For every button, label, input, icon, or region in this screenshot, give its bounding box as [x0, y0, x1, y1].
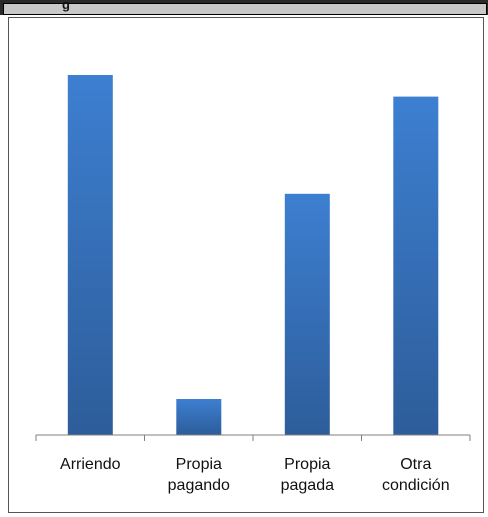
x-tick-label-line: Otra	[400, 456, 431, 473]
x-tick-label-line: Propia	[176, 456, 222, 473]
x-tick-label-2: Propia pagada	[281, 456, 334, 494]
bar-0	[67, 75, 113, 435]
partial-title-text: g	[62, 0, 70, 12]
top-strip-inner: g	[3, 0, 487, 15]
x-tick-label-3: Otra condición	[382, 456, 450, 494]
x-tick-label-1: Propia pagando	[168, 456, 230, 494]
x-tick-label-line: pagada	[281, 477, 334, 494]
x-tick-label-line: Arriendo	[60, 456, 121, 473]
x-tick-label-0: Arriendo	[60, 456, 121, 473]
x-tick-label-line: condición	[382, 477, 450, 494]
x-tick-label-line: Propia	[284, 456, 330, 473]
x-tick-label-line: pagando	[168, 477, 230, 494]
top-strip: g	[0, 0, 488, 15]
bar-2	[284, 193, 330, 435]
bar-1	[176, 399, 222, 435]
bar-3	[393, 96, 439, 435]
